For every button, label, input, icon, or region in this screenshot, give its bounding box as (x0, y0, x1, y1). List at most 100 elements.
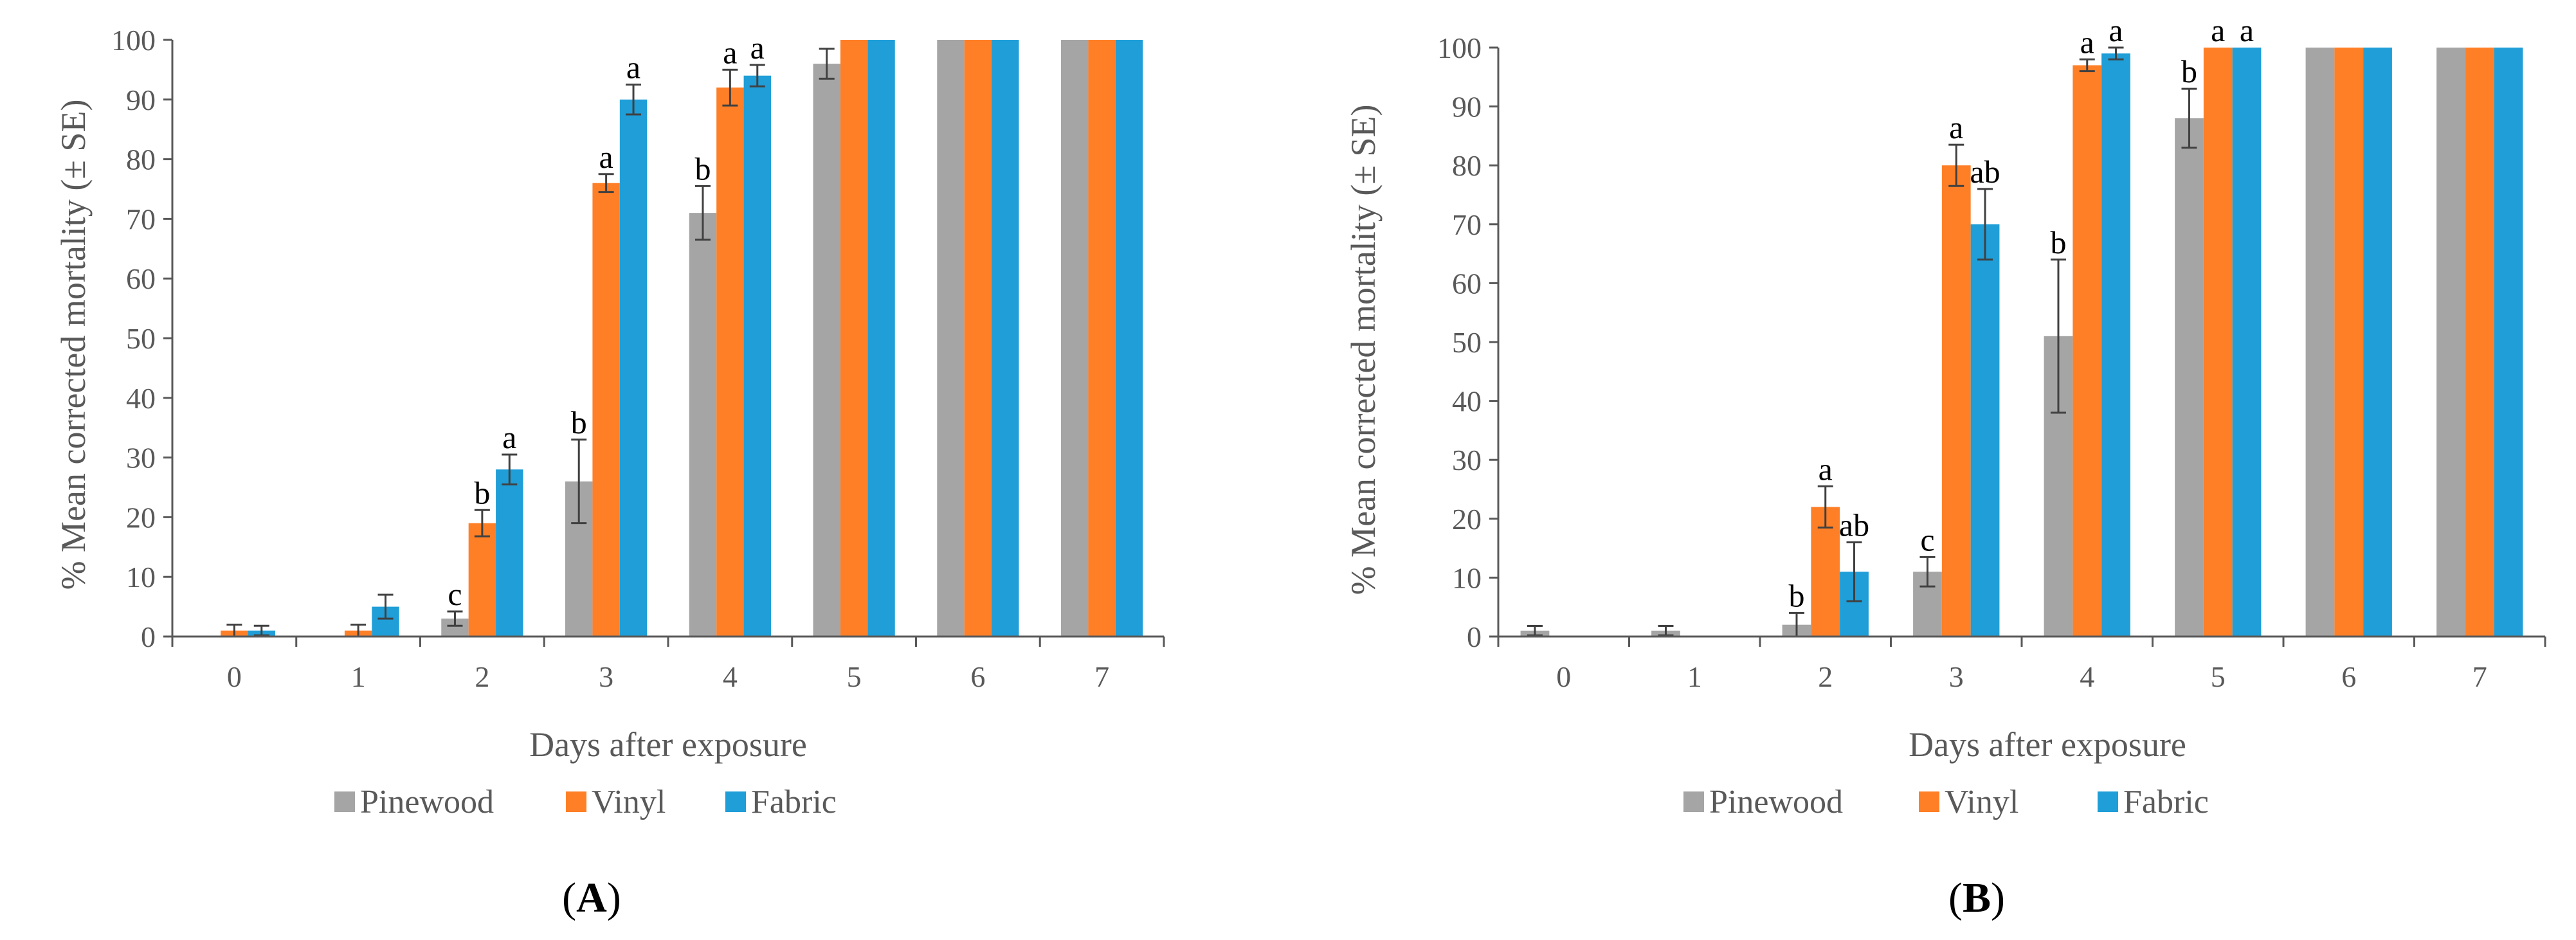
significance-letter: a (750, 30, 765, 66)
x-tick-label: 6 (970, 660, 985, 693)
y-tick-label: 20 (1452, 503, 1482, 536)
bar-vinyl-day-4 (716, 87, 744, 637)
y-tick-label: 30 (126, 442, 156, 475)
bar-fabric-day-5 (867, 40, 895, 637)
y-tick-label: 70 (126, 203, 156, 235)
bar-vinyl-day-4 (2073, 65, 2102, 637)
bar-vinyl-day-2 (468, 523, 496, 637)
error-bar-pinewood-day-2 (447, 610, 463, 627)
error-bar-vinyl-day-2 (474, 509, 490, 538)
significance-letter: b (694, 150, 711, 186)
y-tick-label: 100 (1437, 32, 1482, 64)
error-bar-fabric-day-4 (2108, 46, 2124, 60)
x-tick-label: 2 (475, 660, 489, 693)
error-bar-fabric-day-4 (749, 64, 765, 87)
error-bar-vinyl-day-3 (598, 173, 614, 194)
bar-pinewood-day-6 (937, 40, 965, 637)
significance-letter: a (1949, 109, 1963, 145)
y-tick-label: 50 (126, 322, 156, 355)
y-tick-label: 20 (126, 501, 156, 534)
significance-letter: ab (1839, 507, 1869, 543)
x-tick-label: 7 (2472, 660, 2487, 693)
error-bar-vinyl-day-3 (1948, 143, 1964, 187)
bar-vinyl-day-5 (840, 40, 868, 637)
bar-vinyl-day-3 (1941, 165, 1971, 637)
error-bar-fabric-day-1 (377, 593, 394, 620)
y-tick-label: 40 (126, 382, 156, 415)
panel-label-a: (A) (562, 874, 621, 921)
significance-letter: a (1819, 451, 1833, 487)
legend-label-pinewood-b: Pinewood (1709, 784, 1843, 820)
legend-label-fabric-b: Fabric (2123, 784, 2209, 820)
error-bar-fabric-day-2 (502, 453, 518, 485)
bar-pinewood-day-5 (2175, 118, 2204, 637)
error-bar-pinewood-day-5 (2181, 87, 2197, 149)
y-tick-label: 80 (1452, 149, 1482, 182)
x-tick-label: 1 (1687, 660, 1702, 693)
y-tick-label: 70 (1452, 208, 1482, 241)
error-bar-pinewood-day-5 (819, 48, 835, 80)
significance-letter: b (1788, 577, 1804, 613)
y-tick-label: 90 (126, 84, 156, 116)
y-tick-label: 100 (111, 24, 156, 57)
legend-label-fabric-a: Fabric (751, 784, 837, 820)
panel-letter-b: B (1963, 874, 1991, 921)
x-tick-label: 7 (1094, 660, 1109, 693)
y-tick-label: 30 (1452, 444, 1482, 476)
bar-fabric-day-2 (496, 469, 523, 637)
significance-letter: a (502, 419, 516, 455)
error-bar-fabric-day-3 (1977, 188, 1993, 261)
significance-letter: a (2080, 24, 2094, 60)
x-tick-label: 6 (2341, 660, 2356, 693)
y-tick-label: 90 (1452, 91, 1482, 123)
error-bar-fabric-day-0 (253, 624, 269, 637)
x-tick-label: 5 (847, 660, 862, 693)
significance-letter: b (2181, 53, 2197, 89)
bar-pinewood-day-7 (1061, 40, 1089, 637)
bar-vinyl-day-7 (1088, 40, 1116, 637)
y-tick-label: 10 (1452, 561, 1482, 594)
y-axis-label-a: % Mean corrected mortality (± SE) (54, 100, 93, 590)
legend-swatch-vinyl-a (566, 791, 586, 812)
significance-letter: a (2211, 12, 2225, 48)
error-bar-fabric-day-2 (1846, 541, 1862, 602)
bar-vinyl-day-6 (964, 40, 992, 637)
error-bar-fabric-day-3 (626, 84, 642, 116)
error-bar-vinyl-day-4 (2079, 58, 2095, 73)
x-tick-label: 0 (227, 660, 242, 693)
x-tick-label: 5 (2211, 660, 2226, 693)
legend-label-vinyl-a: Vinyl (592, 784, 666, 820)
legend-label-vinyl-b: Vinyl (1945, 784, 2018, 820)
bar-pinewood-day-5 (813, 64, 840, 637)
x-axis-label-b: Days after exposure (1909, 725, 2186, 764)
y-tick-label: 60 (1452, 267, 1482, 300)
error-bar-pinewood-day-3 (1919, 556, 1936, 588)
bar-fabric-day-7 (2494, 48, 2523, 637)
y-tick-label: 60 (126, 262, 156, 295)
error-bar-pinewood-day-1 (1658, 625, 1674, 637)
bar-fabric-day-6 (992, 40, 1019, 637)
bar-pinewood-day-6 (2305, 48, 2335, 637)
bar-pinewood-day-4 (689, 213, 717, 637)
legend-a: Pinewood Vinyl Fabric (334, 784, 837, 820)
panel-label-b: (B) (1948, 874, 2005, 921)
legend-swatch-pinewood-a (334, 791, 355, 812)
significance-letter: a (2109, 12, 2123, 48)
y-axis-ticks-b: 0 10 20 30 40 50 60 70 80 90 100 (1437, 32, 1498, 653)
bar-fabric-day-3 (1970, 224, 2000, 637)
bar-vinyl-day-7 (2465, 48, 2494, 637)
error-bar-pinewood-day-4 (694, 185, 711, 241)
y-tick-label: 40 (1452, 385, 1482, 418)
bar-vinyl-day-3 (592, 183, 620, 637)
y-axis-label-b: % Mean corrected mortality (± SE) (1344, 105, 1383, 595)
x-tick-label: 0 (1556, 660, 1571, 693)
significance-letter: a (626, 50, 640, 86)
legend-label-pinewood-a: Pinewood (360, 784, 494, 820)
legend-swatch-fabric-a (725, 791, 746, 812)
y-axis-ticks-a: 0 10 20 30 40 50 60 70 80 90 100 (111, 24, 172, 653)
significance-letter: a (599, 139, 613, 175)
